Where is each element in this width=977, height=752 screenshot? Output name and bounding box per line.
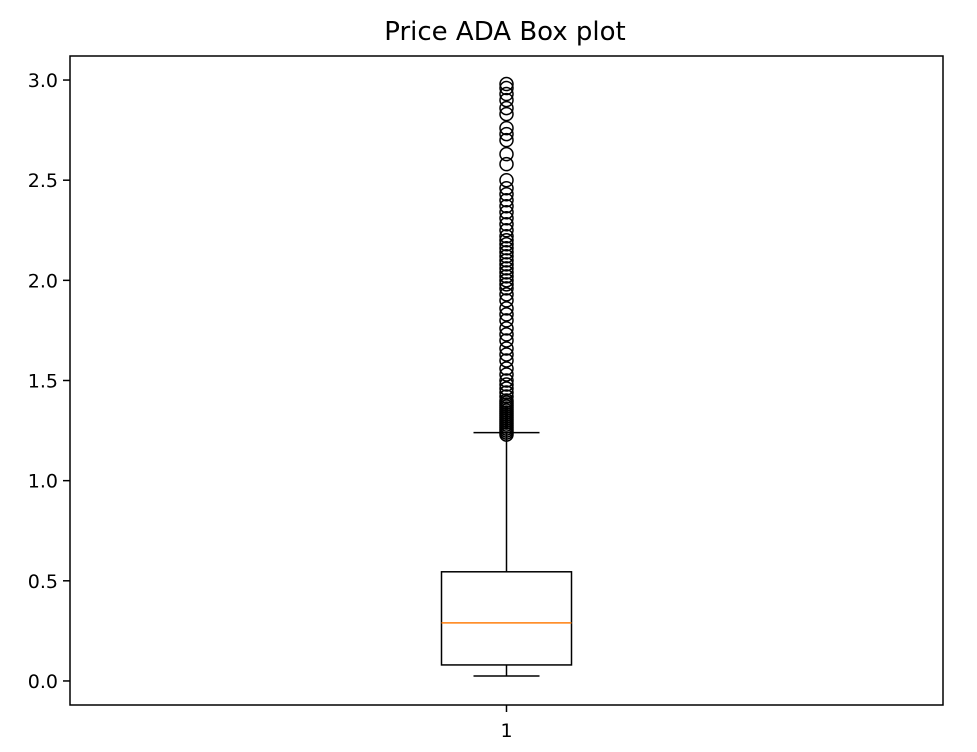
- y-tick-label: 0.5: [28, 571, 58, 593]
- outlier-point: [499, 217, 514, 232]
- outlier-point: [499, 293, 514, 308]
- x-axis: 1: [500, 705, 513, 742]
- outlier-point: [499, 377, 514, 392]
- outlier-point: [499, 186, 514, 202]
- outlier-point: [499, 211, 514, 226]
- iqr-box: [440, 571, 573, 666]
- outlier-point: [499, 229, 514, 244]
- outlier-point: [499, 132, 514, 148]
- outlier-point: [499, 100, 514, 116]
- outlier-point: [499, 249, 514, 264]
- y-tick-label: 2.5: [28, 170, 58, 192]
- outlier-point: [499, 367, 514, 382]
- outlier-point: [499, 126, 514, 142]
- outlier-point: [499, 265, 514, 280]
- outlier-point: [499, 341, 514, 356]
- outlier-point: [499, 92, 514, 108]
- outlier-point: [499, 120, 514, 136]
- outlier-point: [499, 313, 514, 328]
- outlier-point: [499, 86, 514, 102]
- outlier-point: [499, 146, 514, 162]
- outlier-point: [499, 198, 514, 214]
- outlier-point: [499, 80, 514, 96]
- plot-marks: [440, 76, 573, 677]
- plot-frame: [69, 55, 944, 706]
- outlier-point: [499, 204, 514, 220]
- outlier-point: [499, 180, 514, 196]
- outlier-point: [499, 269, 514, 284]
- x-tick-label: 1: [500, 720, 512, 742]
- outlier-point: [499, 76, 514, 92]
- outlier-point: [499, 353, 514, 368]
- outlier-point: [499, 277, 514, 292]
- y-tick-label: 0.0: [28, 671, 58, 693]
- y-tick-label: 1.0: [28, 471, 58, 493]
- outlier-point: [499, 381, 514, 396]
- outlier-point: [499, 257, 514, 272]
- outlier-point: [499, 385, 514, 400]
- outlier-point: [499, 156, 514, 172]
- outlier-point: [499, 281, 514, 296]
- outlier-point: [499, 301, 514, 316]
- outlier-point: [499, 393, 514, 408]
- outlier-point: [499, 192, 514, 208]
- outlier-point: [499, 321, 514, 336]
- outlier-point: [499, 389, 514, 404]
- outlier-point: [499, 361, 514, 376]
- outlier-point: [499, 241, 514, 256]
- y-axis: 0.0 0.5 1.0 1.5 2.0 2.5 3.0: [28, 70, 70, 693]
- outlier-point: [499, 223, 514, 238]
- outlier-point: [499, 333, 514, 348]
- outlier-point: [499, 237, 514, 252]
- outlier-point: [499, 307, 514, 322]
- outlier-point: [499, 245, 514, 260]
- outlier-point: [499, 172, 514, 188]
- chart-title: Price ADA Box plot: [384, 17, 626, 47]
- outlier-point: [499, 273, 514, 288]
- outlier-point: [499, 373, 514, 388]
- outlier-point: [499, 106, 514, 122]
- y-tick-label: 3.0: [28, 70, 58, 92]
- outlier-point: [499, 327, 514, 342]
- outlier-point: [499, 233, 514, 248]
- outlier-point: [499, 287, 514, 302]
- y-tick-label: 2.0: [28, 270, 58, 292]
- outlier-point: [499, 253, 514, 268]
- outlier-point: [499, 261, 514, 276]
- y-tick-label: 1.5: [28, 371, 58, 393]
- outlier-point: [499, 347, 514, 362]
